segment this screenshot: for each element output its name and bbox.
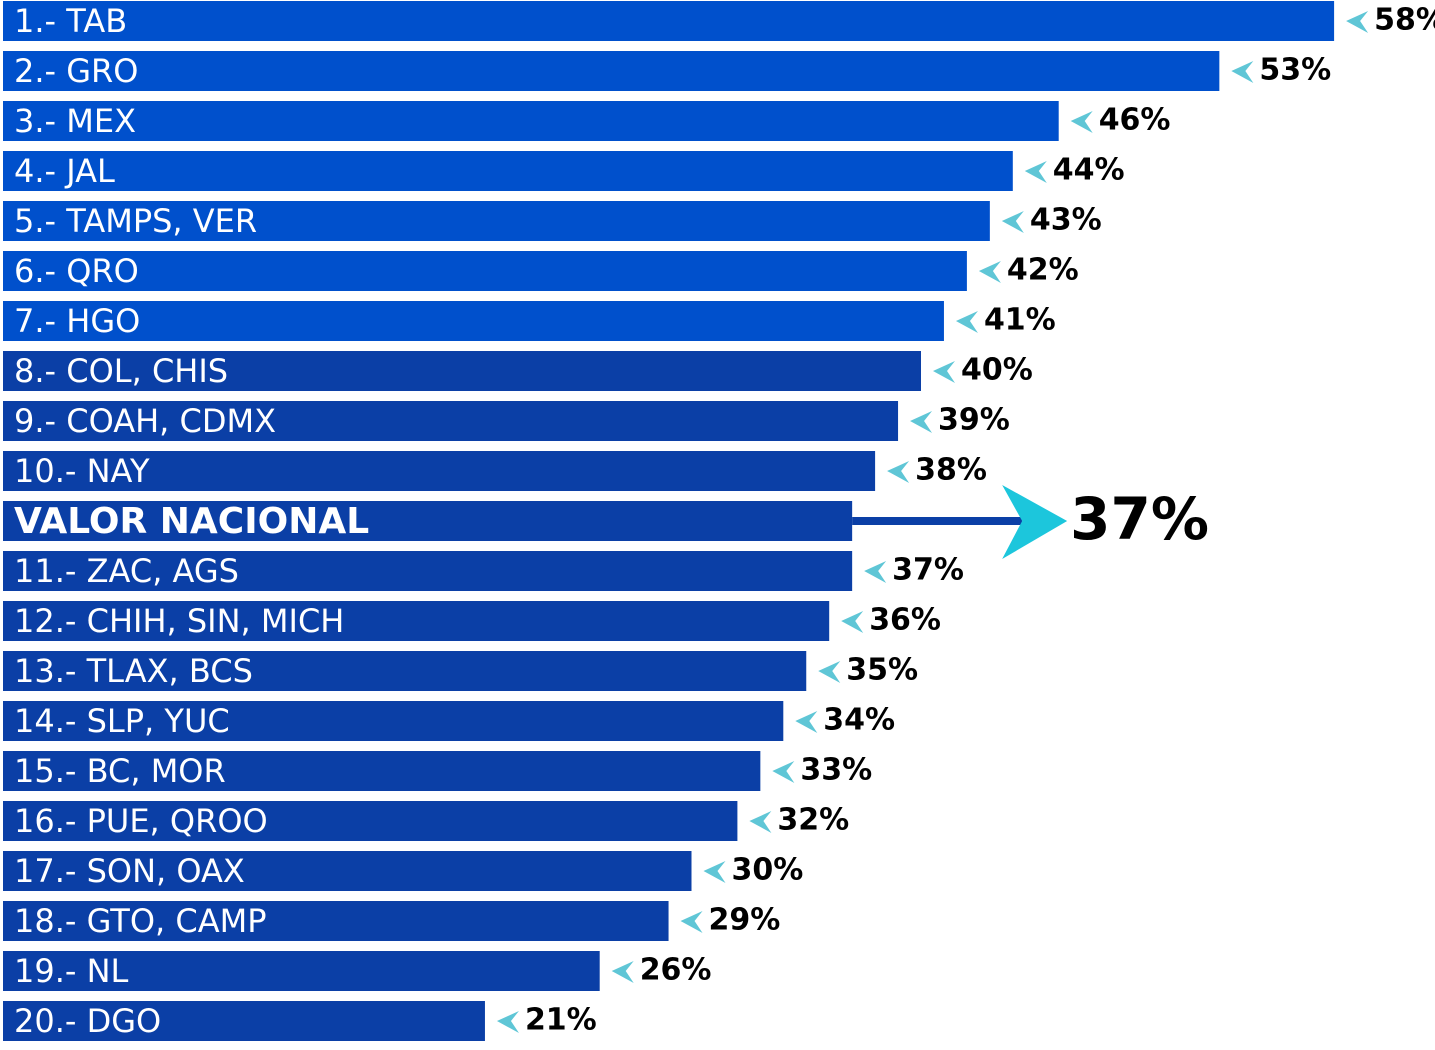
value-label: 53% bbox=[1259, 53, 1331, 88]
bar-label: 17.- SON, OAX bbox=[14, 852, 245, 890]
bar-label: 14.- SLP, YUC bbox=[14, 702, 230, 740]
bar bbox=[3, 651, 807, 691]
chevron bbox=[611, 961, 634, 983]
chevron bbox=[703, 861, 726, 883]
bar bbox=[3, 851, 692, 891]
bar bbox=[3, 1, 1335, 41]
value-label: 58% bbox=[1374, 3, 1435, 38]
chevron bbox=[955, 311, 978, 333]
bar bbox=[3, 401, 899, 441]
bar-label: 18.- GTO, CAMP bbox=[14, 902, 266, 940]
value-label: 26% bbox=[640, 953, 712, 988]
reference-arrow-shaft bbox=[852, 517, 1023, 525]
value-label: 35% bbox=[846, 653, 918, 688]
bar bbox=[3, 151, 1013, 191]
bar bbox=[3, 101, 1059, 141]
bar bbox=[3, 451, 876, 491]
chevron bbox=[795, 711, 818, 733]
bar bbox=[3, 201, 990, 241]
bar-label: 5.- TAMPS, VER bbox=[14, 202, 257, 240]
value-label: 42% bbox=[1007, 253, 1079, 288]
chevron bbox=[680, 911, 703, 933]
bar bbox=[3, 951, 600, 991]
bar-label: 9.- COAH, CDMX bbox=[14, 402, 276, 440]
bar bbox=[3, 351, 921, 391]
bar-label: 4.- JAL bbox=[14, 152, 115, 190]
bar-label: 10.- NAY bbox=[14, 452, 150, 490]
bar-label: 8.- COL, CHIS bbox=[14, 352, 228, 390]
bar bbox=[3, 901, 669, 941]
chevron bbox=[1024, 161, 1047, 183]
bar-label: 2.- GRO bbox=[14, 52, 138, 90]
reference-value-label: 37% bbox=[1070, 485, 1209, 553]
value-label: 46% bbox=[1099, 103, 1171, 138]
chevron bbox=[1346, 11, 1369, 33]
bar-label: 19.- NL bbox=[14, 952, 129, 990]
bar-label: 3.- MEX bbox=[14, 102, 136, 140]
chevron bbox=[887, 461, 910, 483]
bar-label: 6.- QRO bbox=[14, 252, 139, 290]
bar-label: 13.- TLAX, BCS bbox=[14, 652, 253, 690]
chevron bbox=[978, 261, 1001, 283]
bar bbox=[3, 251, 967, 291]
chevron bbox=[864, 561, 887, 583]
chevron bbox=[933, 361, 955, 383]
chevron bbox=[910, 411, 933, 433]
bar bbox=[3, 1001, 485, 1041]
bar bbox=[3, 801, 738, 841]
reference-bar bbox=[3, 501, 853, 541]
value-label: 37% bbox=[892, 553, 964, 588]
chevron bbox=[772, 761, 795, 783]
chevron bbox=[1070, 111, 1093, 133]
value-label: 36% bbox=[869, 603, 941, 638]
value-label: 34% bbox=[823, 703, 895, 738]
bar bbox=[3, 701, 784, 741]
bar bbox=[3, 751, 761, 791]
value-label: 33% bbox=[800, 753, 872, 788]
bar-label: 1.- TAB bbox=[14, 2, 127, 40]
chevron bbox=[1001, 211, 1024, 233]
value-label: 32% bbox=[777, 803, 849, 838]
value-label: 43% bbox=[1030, 203, 1102, 238]
reference-label: VALOR NACIONAL bbox=[14, 501, 369, 542]
bar-label: 12.- CHIH, SIN, MICH bbox=[14, 602, 344, 640]
bar-label: 16.- PUE, QROO bbox=[14, 802, 268, 840]
chevron bbox=[841, 611, 864, 633]
value-label: 21% bbox=[525, 1003, 597, 1038]
chevron bbox=[496, 1011, 519, 1033]
chevron bbox=[1231, 61, 1254, 83]
bar bbox=[3, 551, 853, 591]
value-label: 39% bbox=[938, 403, 1010, 438]
chevron bbox=[749, 811, 772, 833]
bar-label: 15.- BC, MOR bbox=[14, 752, 226, 790]
bar bbox=[3, 601, 830, 641]
value-label: 30% bbox=[732, 853, 804, 888]
value-label: 29% bbox=[709, 903, 781, 938]
bar bbox=[3, 301, 944, 341]
bar-label: 20.- DGO bbox=[14, 1002, 161, 1040]
bar bbox=[3, 51, 1220, 91]
bar-label: 7.- HGO bbox=[14, 302, 140, 340]
bar-label: 11.- ZAC, AGS bbox=[14, 552, 239, 590]
chevron bbox=[818, 661, 841, 683]
value-label: 40% bbox=[961, 353, 1033, 388]
reference-arrow-head bbox=[1002, 485, 1068, 559]
value-label: 41% bbox=[984, 303, 1056, 338]
value-label: 44% bbox=[1053, 153, 1125, 188]
value-label: 38% bbox=[915, 453, 987, 488]
